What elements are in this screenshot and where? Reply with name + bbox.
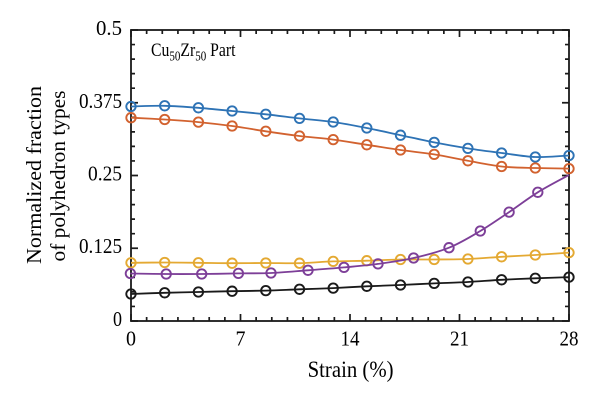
svg-text:0.25: 0.25 [88, 162, 122, 186]
svg-text:of polyhedron types: of polyhedron types [46, 91, 70, 262]
svg-text:28: 28 [560, 327, 579, 351]
svg-text:Cu50Zr50 Part: Cu50Zr50 Part [151, 40, 236, 64]
svg-text:0.5: 0.5 [96, 16, 122, 40]
svg-text:7: 7 [236, 327, 246, 351]
svg-text:Normalized fraction: Normalized fraction [22, 85, 46, 264]
svg-text:21: 21 [450, 327, 469, 351]
svg-text:0: 0 [126, 327, 136, 351]
svg-text:0.375: 0.375 [79, 89, 122, 113]
svg-text:0.125: 0.125 [79, 234, 122, 258]
svg-text:14: 14 [341, 327, 360, 351]
svg-text:0: 0 [113, 307, 122, 331]
svg-text:Strain (%): Strain (%) [308, 357, 394, 382]
